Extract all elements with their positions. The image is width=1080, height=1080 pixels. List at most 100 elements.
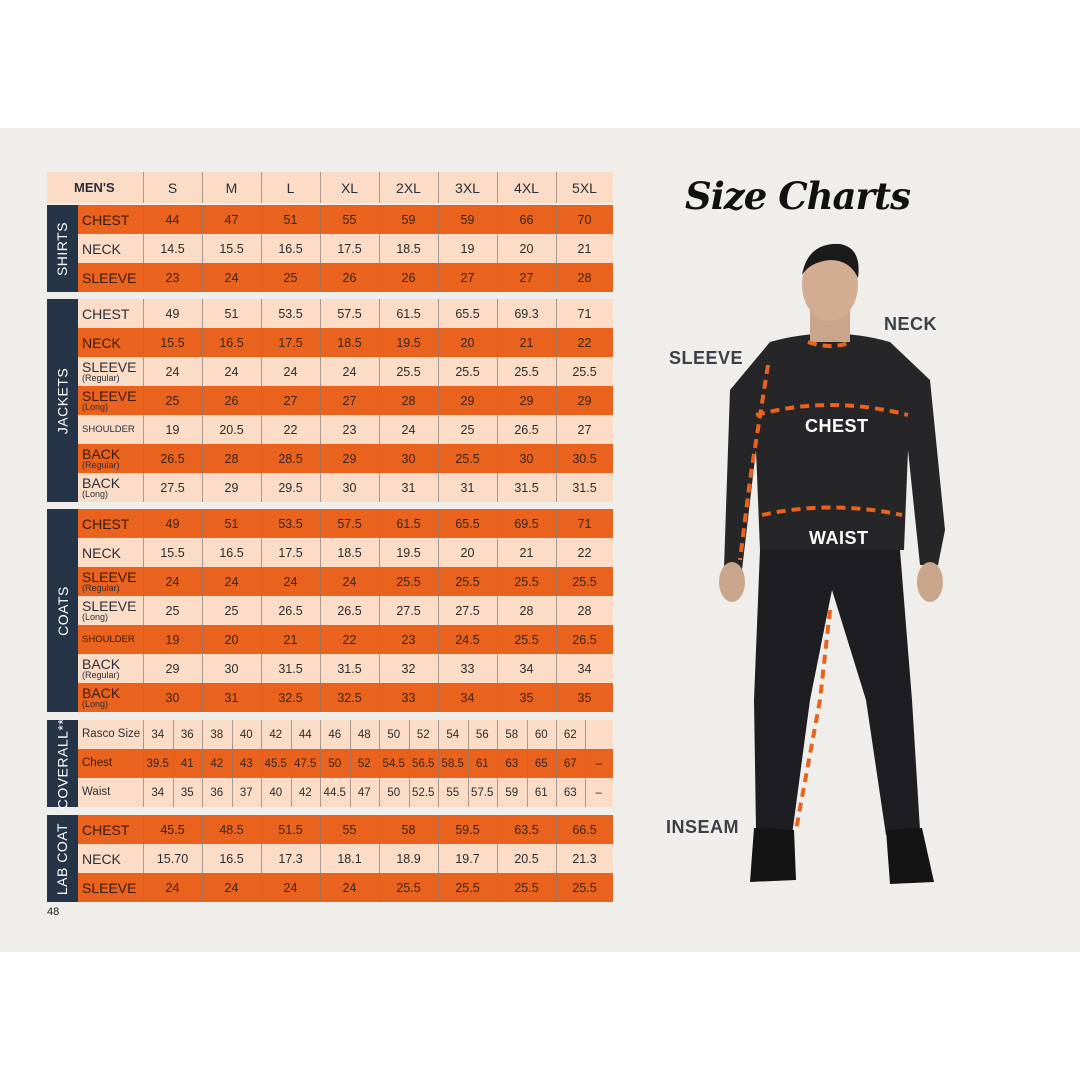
- table-cell: 55: [342, 822, 357, 837]
- table-cell: 26: [401, 270, 416, 285]
- column-divider: [556, 749, 557, 778]
- column-divider: [497, 205, 498, 234]
- row-label: SHOULDER: [82, 415, 135, 444]
- column-divider: [202, 596, 203, 625]
- column-divider: [379, 509, 380, 538]
- column-divider: [290, 720, 292, 749]
- column-divider: [497, 299, 498, 328]
- table-cell: 29: [577, 393, 592, 408]
- column-divider: [497, 172, 498, 203]
- table-cell: 19: [460, 241, 475, 256]
- column-divider: [438, 596, 439, 625]
- column-divider: [320, 625, 321, 654]
- column-divider: [261, 473, 262, 502]
- header-title: MEN'S: [74, 180, 115, 195]
- column-divider: [261, 720, 262, 749]
- table-cell: 24.5: [455, 632, 480, 647]
- column-divider: [202, 234, 203, 263]
- table-cell: 53.5: [278, 516, 303, 531]
- column-divider: [497, 357, 498, 386]
- column-divider: [261, 567, 262, 596]
- column-divider: [379, 357, 380, 386]
- table-cell: 30: [342, 480, 357, 495]
- column-divider: [320, 538, 321, 567]
- table-cell: 51: [224, 516, 239, 531]
- table-cell: 53.5: [278, 306, 303, 321]
- table-cell: 17.5: [337, 241, 362, 256]
- table-cell: 33: [401, 690, 416, 705]
- table-cell: 25.5: [396, 880, 421, 895]
- column-divider: [556, 815, 557, 844]
- table-cell: 21: [577, 241, 592, 256]
- size-column-header: M: [225, 179, 238, 196]
- table-cell: 15.70: [156, 851, 189, 866]
- table-cell: 29: [342, 451, 357, 466]
- table-cell: 40: [239, 728, 253, 741]
- column-divider: [320, 234, 321, 263]
- table-row: SLEEVE 24 24 24 24 25.5 25.5 25.5 25.5: [47, 873, 613, 902]
- size-column-header: 2XL: [396, 179, 421, 196]
- column-divider: [526, 749, 528, 778]
- table-cell: 25.5: [572, 364, 597, 379]
- column-divider: [438, 720, 439, 749]
- table-cell: 16.5: [219, 335, 244, 350]
- sleeve-label: SLEEVE: [669, 348, 744, 368]
- table-cell: 57.5: [337, 516, 362, 531]
- row-label-sub: (Long): [82, 612, 109, 622]
- column-divider: [379, 299, 380, 328]
- table-cell: 15.5: [219, 241, 244, 256]
- table-cell: 29.5: [278, 480, 303, 495]
- table-cell: 27.5: [160, 480, 185, 495]
- column-divider: [379, 683, 380, 712]
- section-tab-label: LAB COAT: [54, 822, 71, 895]
- column-divider: [584, 749, 586, 778]
- table-cell: 63: [505, 757, 519, 770]
- row-label: CHEST: [82, 815, 129, 844]
- table-row: CHEST 49 51 53.5 57.5 61.5 65.5 69.3 71: [47, 299, 613, 328]
- column-divider: [202, 263, 203, 292]
- table-cell: 35: [519, 690, 534, 705]
- table-cell: 30: [224, 661, 239, 676]
- column-divider: [497, 625, 498, 654]
- column-divider: [556, 473, 557, 502]
- column-divider: [320, 509, 321, 538]
- table-cell: 59: [460, 212, 475, 227]
- table-cell: 35: [180, 786, 194, 799]
- row-label-main: CHEST: [82, 305, 130, 322]
- column-divider: [143, 596, 144, 625]
- column-divider: [143, 205, 144, 234]
- table-cell: 67: [563, 757, 577, 770]
- table-cell: 24: [283, 574, 298, 589]
- row-label-sub: (Regular): [82, 460, 120, 470]
- table-cell: 58: [401, 822, 416, 837]
- table-cell: 28: [577, 603, 592, 618]
- table-cell: 61: [475, 757, 489, 770]
- column-divider: [202, 538, 203, 567]
- column-divider: [320, 567, 321, 596]
- column-divider: [143, 386, 144, 415]
- column-divider: [143, 844, 144, 873]
- table-cell: 28: [577, 270, 592, 285]
- table-cell: 24: [342, 364, 357, 379]
- column-divider: [584, 778, 586, 807]
- column-divider: [261, 815, 262, 844]
- column-divider: [202, 844, 203, 873]
- table-cell: 28: [519, 603, 534, 618]
- column-divider: [497, 263, 498, 292]
- table-cell: 34: [577, 661, 592, 676]
- column-divider: [379, 654, 380, 683]
- column-divider: [261, 205, 262, 234]
- column-divider: [143, 263, 144, 292]
- table-cell: 18.5: [337, 335, 362, 350]
- column-divider: [320, 596, 321, 625]
- table-cell: 20: [519, 241, 534, 256]
- table-cell: 60: [534, 728, 548, 741]
- column-divider: [467, 778, 469, 807]
- column-divider: [202, 444, 203, 473]
- inseam-label: INSEAM: [666, 817, 740, 837]
- column-divider: [438, 749, 439, 778]
- column-divider: [379, 415, 380, 444]
- column-divider: [497, 538, 498, 567]
- column-divider: [143, 749, 144, 778]
- table-cell: 32.5: [337, 690, 362, 705]
